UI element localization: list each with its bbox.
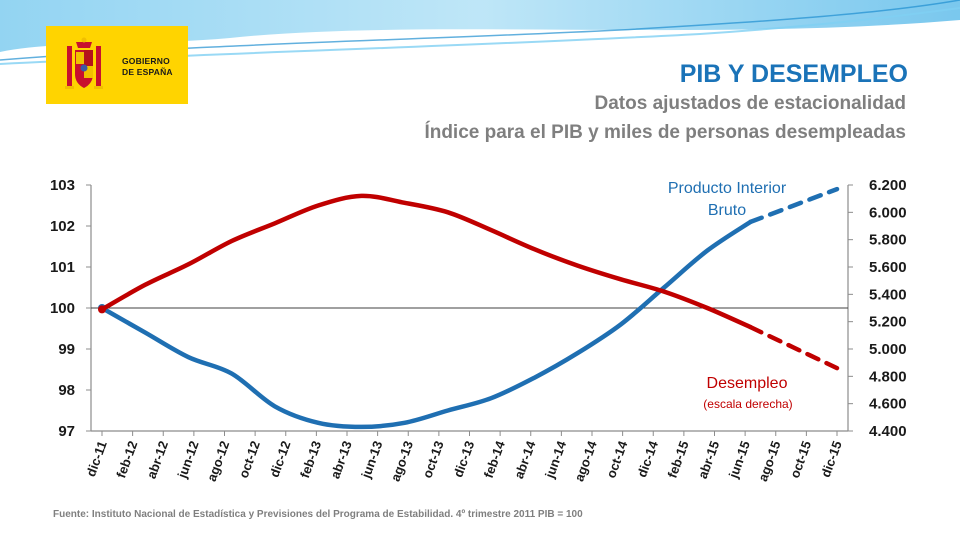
right-tick-label: 4.600 [869, 396, 907, 413]
left-tick-label: 103 [50, 177, 75, 194]
right-tick-label: 4.800 [869, 368, 907, 385]
desempleo-series-label: Desempleo [707, 375, 788, 392]
x-tick-label: abr-13 [327, 439, 354, 481]
x-tick-label: jun-15 [725, 439, 753, 481]
x-tick-label: ago-13 [388, 439, 416, 484]
x-tick-label: dic-13 [450, 439, 477, 479]
x-tick-label: dic-12 [267, 439, 294, 479]
right-tick-label: 5.000 [869, 341, 907, 358]
right-tick-label: 5.400 [869, 286, 907, 303]
left-tick-label: 98 [58, 382, 75, 399]
x-tick-label: oct-15 [787, 439, 814, 480]
producto-interior-bruto-observed-line [99, 219, 753, 430]
right-tick-label: 6.000 [869, 204, 907, 221]
logo-text-line2: DE ESPAÑA [122, 67, 173, 77]
coat-of-arms-icon [65, 37, 103, 89]
x-tick-label: oct-14 [603, 438, 630, 480]
subtitle-units: Índice para el PIB y miles de personas d… [424, 122, 906, 143]
chart-labels: Producto Interior Bruto Desempleo (escala d… [668, 180, 793, 411]
x-tick-label: abr-14 [511, 438, 539, 481]
pib-series-label-line2: Bruto [708, 202, 746, 219]
right-tick-label: 5.600 [869, 259, 907, 276]
desempleo-start-point [98, 305, 106, 314]
x-tick-label: feb-12 [113, 439, 140, 480]
x-tick-label: ago-12 [204, 439, 232, 484]
x-tick-label: abr-15 [695, 439, 722, 481]
left-tick-label: 101 [50, 259, 75, 276]
x-tick-label: jun-12 [174, 439, 202, 481]
producto-interior-bruto-forecast-line [748, 186, 840, 225]
x-tick-label: abr-12 [144, 439, 171, 481]
desempleo-series-note: (escala derecha) [703, 397, 792, 411]
right-tick-label: 4.400 [869, 423, 907, 440]
right-tick-label: 5.800 [869, 232, 907, 249]
chart-series [98, 186, 840, 430]
source-footnote: Fuente: Instituto Nacional de Estadístic… [53, 509, 583, 520]
x-tick-label: feb-15 [665, 439, 692, 480]
subtitle-seasonal: Datos ajustados de estacionalidad [594, 93, 906, 114]
x-tick-label: ago-15 [755, 439, 783, 484]
x-tick-label: jun-13 [358, 439, 386, 481]
left-tick-label: 99 [58, 341, 75, 358]
x-tick-label: dic-14 [634, 438, 661, 479]
x-tick-label: oct-13 [420, 439, 447, 480]
desempleo-forecast-line [748, 324, 840, 371]
page-title: PIB Y DESEMPLEO [679, 60, 908, 88]
right-tick-label: 5.200 [869, 314, 907, 331]
x-tick-label: feb-13 [297, 439, 324, 480]
x-tick-label: ago-14 [571, 438, 600, 483]
left-tick-label: 100 [50, 300, 75, 317]
desempleo-observed-line [99, 193, 753, 330]
logo-text-line1: GOBIERNO [122, 56, 170, 66]
pib-series-label-line1: Producto Interior [668, 180, 787, 197]
x-tick-label: feb-14 [481, 438, 508, 480]
x-tick-label: dic-11 [83, 439, 110, 479]
x-tick-label: dic-15 [818, 439, 845, 479]
x-tick-label: jun-14 [542, 438, 570, 481]
left-tick-label: 97 [58, 423, 75, 440]
left-tick-label: 102 [50, 218, 75, 235]
x-tick-label: oct-12 [236, 439, 263, 480]
right-tick-label: 6.200 [869, 177, 907, 194]
government-logo: GOBIERNO DE ESPAÑA [46, 26, 188, 104]
